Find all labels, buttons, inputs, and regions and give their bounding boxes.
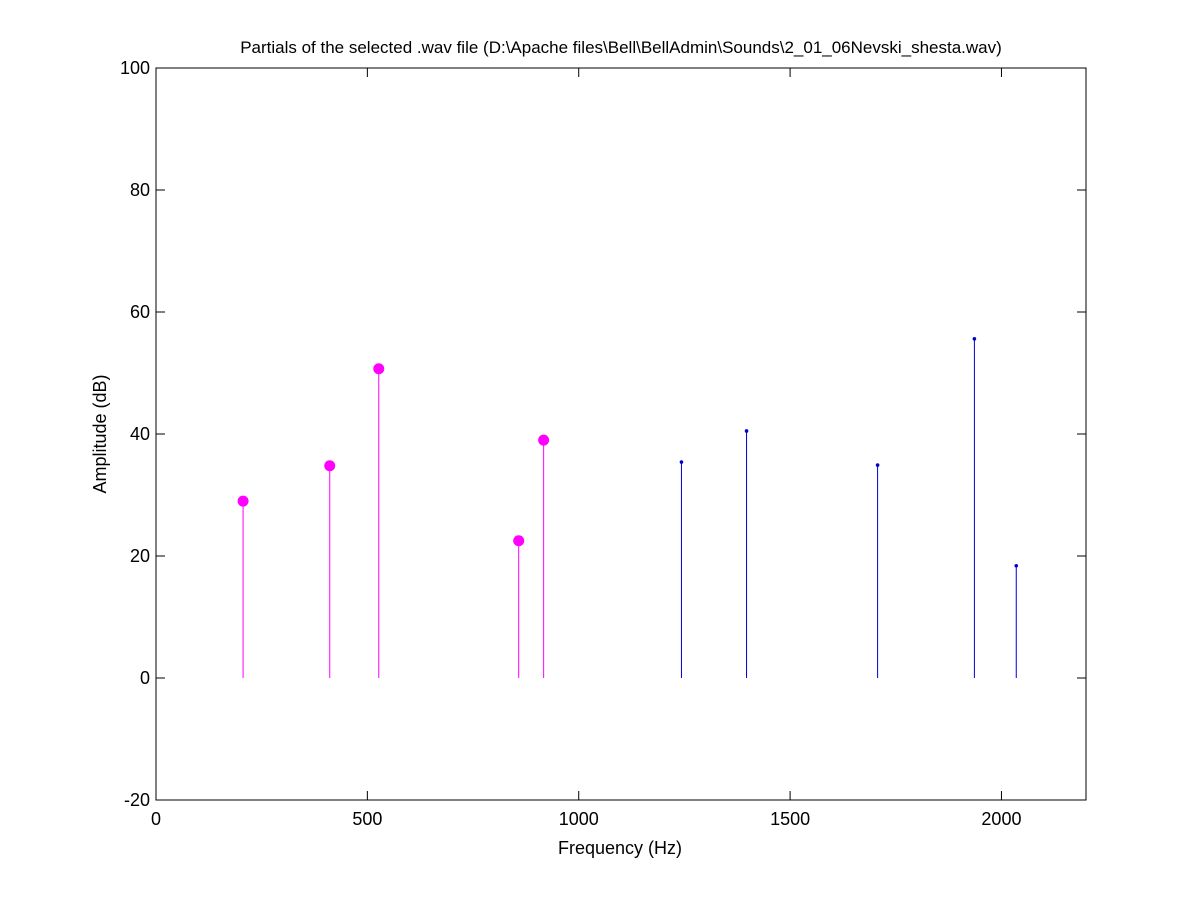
- chart-title: Partials of the selected .wav file (D:\A…: [240, 38, 1002, 57]
- y-tick-label: 100: [120, 58, 150, 78]
- x-tick-label: 1500: [770, 809, 810, 829]
- y-axis-label: Amplitude (dB): [90, 374, 110, 493]
- stem-marker: [538, 434, 550, 446]
- stem-marker: [513, 535, 525, 547]
- y-tick-label: 40: [130, 424, 150, 444]
- y-tick-label: 80: [130, 180, 150, 200]
- y-tick-label: 20: [130, 546, 150, 566]
- stem-marker: [972, 337, 977, 341]
- x-axis-label: Frequency (Hz): [558, 838, 682, 858]
- x-tick-label: 0: [151, 809, 161, 829]
- stem-marker: [679, 460, 684, 464]
- stem-marker: [1014, 563, 1019, 568]
- y-tick-label: 0: [140, 668, 150, 688]
- x-tick-label: 1000: [559, 809, 599, 829]
- plot-area: [155, 67, 1087, 801]
- y-tick-label: -20: [124, 790, 150, 810]
- stem-marker: [744, 429, 749, 433]
- x-tick-label: 2000: [981, 809, 1021, 829]
- x-tick-label: 500: [352, 809, 382, 829]
- stem-marker: [875, 463, 880, 467]
- stem-marker: [373, 363, 385, 375]
- y-tick-label: 60: [130, 302, 150, 322]
- stem-marker: [237, 495, 249, 507]
- stem-marker: [324, 460, 336, 472]
